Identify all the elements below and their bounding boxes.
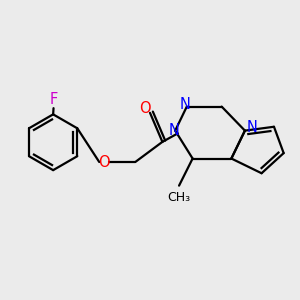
Text: CH₃: CH₃ bbox=[167, 191, 190, 205]
Text: O: O bbox=[98, 154, 110, 169]
Text: F: F bbox=[50, 92, 58, 107]
Text: N: N bbox=[247, 120, 258, 135]
Text: O: O bbox=[140, 101, 151, 116]
Text: N: N bbox=[180, 97, 191, 112]
Text: N: N bbox=[168, 123, 179, 138]
